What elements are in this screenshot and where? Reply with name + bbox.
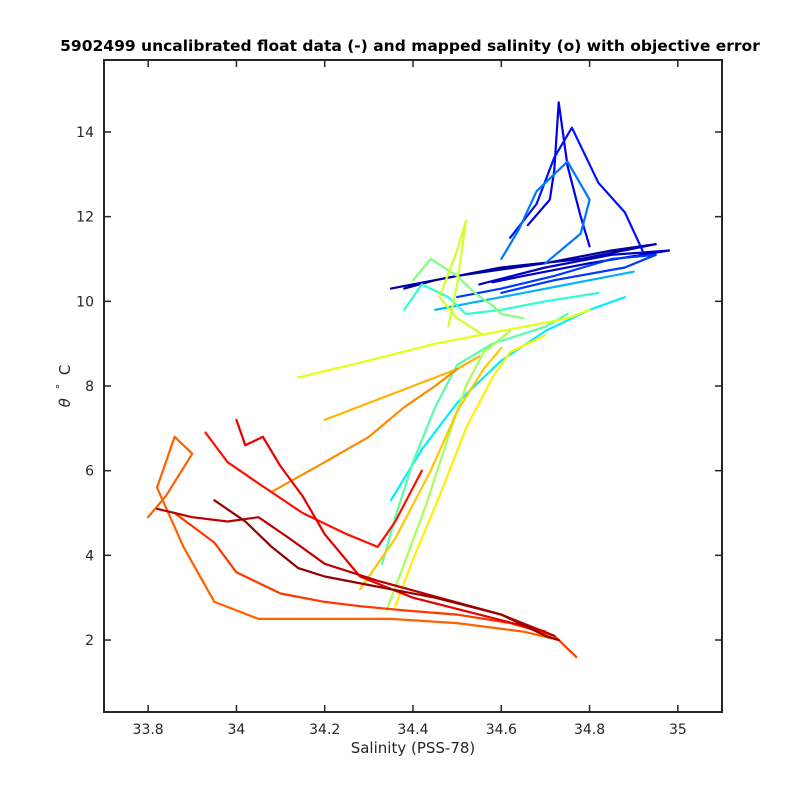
profile-line-15: [394, 334, 547, 608]
profile-line-19: [147, 435, 560, 642]
profile-line-5: [456, 253, 657, 299]
series-layer: [147, 101, 671, 659]
profile-line-6: [500, 160, 591, 265]
y-axis-label: θ ° C: [50, 365, 74, 408]
profile-line-16: [358, 346, 503, 591]
y-tick-label: 10: [76, 294, 94, 310]
axes-layer: 33.8 34 34.2 34.4 34.6 34.8 35 2 4 6 8 10 12 14: [76, 60, 722, 738]
x-tick-label: 33.8: [133, 722, 164, 738]
y-tick-label: 2: [85, 633, 94, 649]
profile-line-21: [204, 431, 423, 548]
y-tick-label: 12: [76, 210, 94, 226]
y-tick-label: 6: [85, 464, 94, 480]
y-axis-label-symbol: θ: [56, 398, 74, 407]
x-tick-label: 34.4: [397, 722, 428, 738]
profile-line-2: [478, 249, 671, 286]
y-tick-label: 14: [76, 125, 94, 141]
profile-line-11: [411, 257, 525, 320]
profile-line-10: [381, 312, 569, 565]
x-tick-label: 34.8: [574, 722, 605, 738]
y-axis-label-degree: °: [54, 384, 67, 390]
x-tick-label: 34.6: [486, 722, 517, 738]
x-axis-label: Salinity (PSS-78): [351, 739, 476, 757]
profile-line-17: [323, 355, 481, 421]
y-axis-label-unit: C: [56, 365, 74, 375]
x-tick-label: 35: [669, 722, 687, 738]
x-tick-label: 34: [228, 722, 246, 738]
profile-line-3: [526, 101, 591, 248]
profile-line-13: [438, 219, 485, 337]
profile-line-12: [385, 329, 512, 612]
profile-line-9: [403, 283, 600, 316]
profile-line-24: [213, 499, 560, 642]
profile-line-7: [434, 270, 635, 311]
y-tick-label: 8: [85, 379, 94, 395]
profile-line-4: [509, 126, 644, 252]
profile-line-18: [270, 368, 459, 493]
profile-line-22: [235, 418, 547, 633]
y-tick-label: 4: [85, 548, 94, 564]
profile-line-14: [297, 308, 591, 379]
x-tick-label: 34.2: [309, 722, 340, 738]
chart-title: 5902499 uncalibrated float data (-) and …: [60, 37, 760, 55]
svg-text:θ ° C: θ ° C: [50, 365, 74, 408]
